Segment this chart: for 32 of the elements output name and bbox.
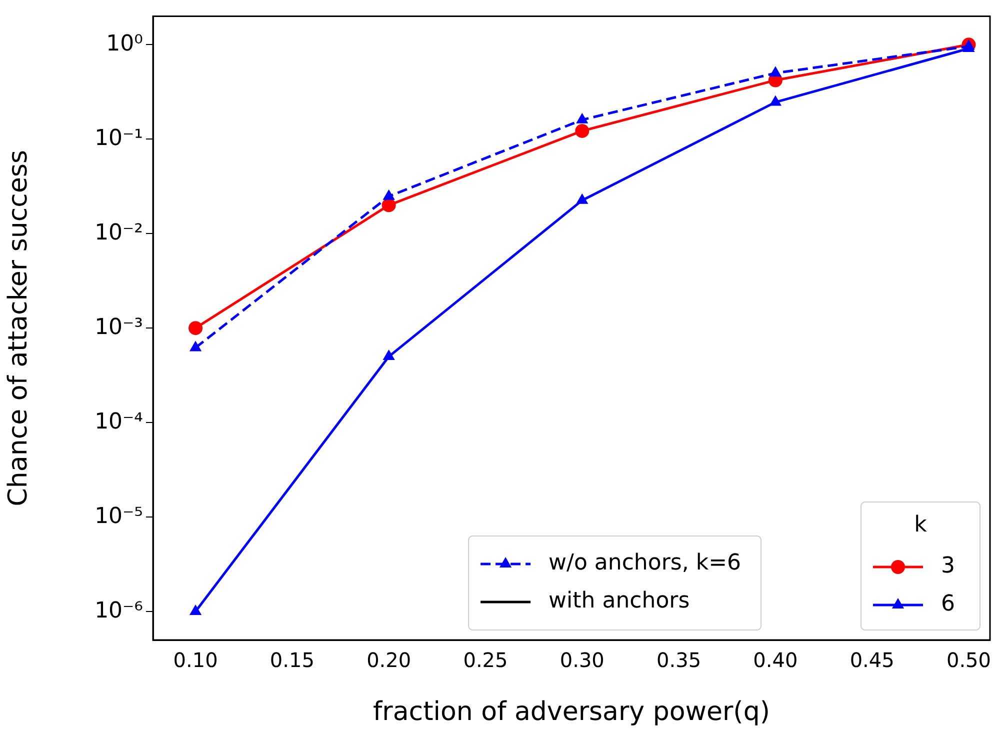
x-tick-label: 0.50 — [946, 648, 991, 672]
x-tick-label: 0.25 — [463, 648, 508, 672]
y-tick-label: 10⁻⁴ — [94, 409, 144, 434]
point — [382, 189, 395, 200]
x-tick-label: 0.35 — [656, 648, 702, 672]
x-tick-label: 0.30 — [560, 648, 604, 672]
y-tick-label: 10⁻⁵ — [94, 504, 143, 529]
x-tick-label: 0.40 — [753, 648, 798, 672]
point — [189, 604, 202, 616]
x-tick-label: 0.15 — [270, 648, 314, 672]
point — [769, 66, 782, 77]
point — [576, 193, 588, 204]
y-tick-label: 10⁰ — [106, 31, 144, 56]
y-axis-title: Chance of attacker success — [3, 150, 34, 506]
point — [382, 350, 395, 360]
x-tick-label: 0.20 — [366, 648, 412, 672]
legend-title: k — [914, 512, 928, 538]
y-tick-label: 10⁻⁶ — [94, 598, 144, 624]
point — [576, 112, 588, 124]
point — [189, 340, 202, 352]
annotation: with anchors — [548, 588, 690, 614]
legend-label: 3 — [941, 554, 956, 579]
x-axis-title: fraction of adversary power(q) — [373, 697, 770, 728]
y-tick-label: 10⁻³ — [94, 314, 143, 340]
legend-label: w/o anchors, k=6 — [548, 550, 742, 576]
y-tick-label: 10⁻¹ — [94, 126, 143, 151]
y-tick-label: 10⁻² — [94, 220, 143, 246]
point — [575, 124, 590, 138]
point — [769, 95, 782, 106]
legend-label: 6 — [941, 592, 956, 617]
x-tick-label: 0.10 — [173, 648, 218, 672]
x-tick-label: 0.45 — [850, 648, 894, 672]
